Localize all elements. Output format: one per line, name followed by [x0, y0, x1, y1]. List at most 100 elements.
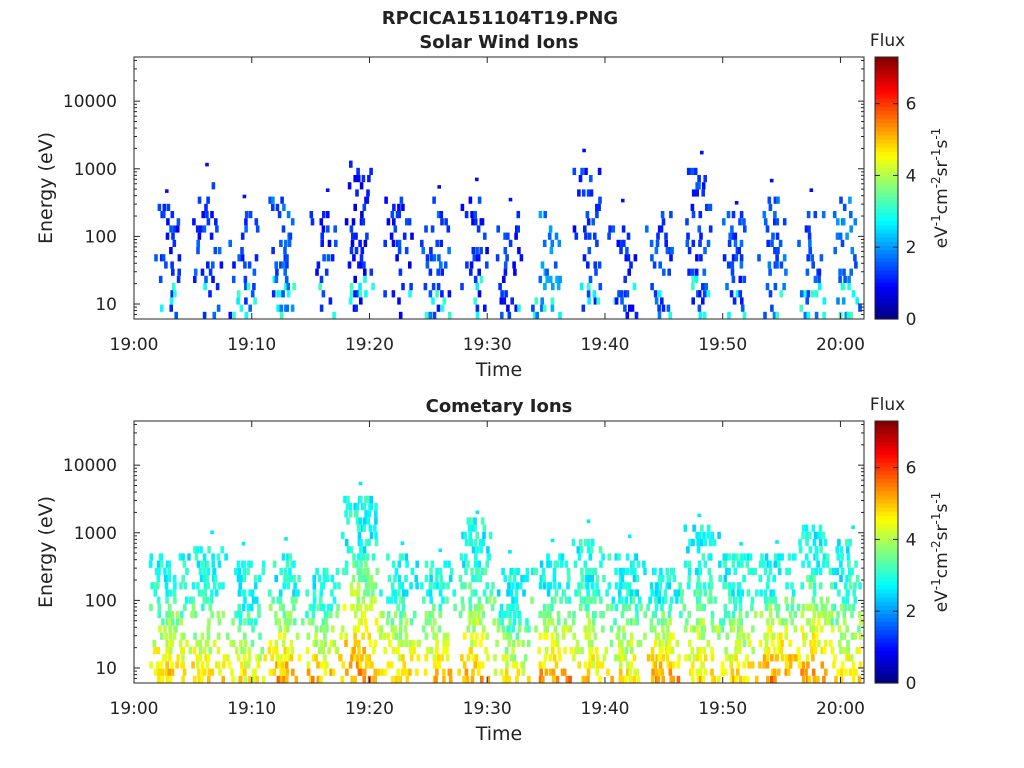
heatmap-pixel — [438, 603, 442, 611]
x-tick-label: 19:00 — [110, 335, 159, 355]
heatmap-pixel — [214, 589, 219, 597]
heatmap-pixel — [413, 611, 417, 619]
colorbar-swatch — [875, 470, 898, 475]
heatmap-pixel — [764, 603, 769, 611]
heatmap-pixel — [311, 675, 315, 683]
heatmap-pixel — [813, 275, 818, 283]
heatmap-pixel — [279, 675, 284, 683]
heatmap — [154, 148, 862, 319]
heatmap-pixel — [257, 603, 261, 611]
heatmap-pixel — [745, 675, 750, 683]
heatmap-pixel — [614, 567, 618, 575]
heatmap-pixel — [445, 632, 450, 640]
heatmap-pixel — [234, 567, 238, 575]
heatmap-pixel — [629, 596, 634, 604]
heatmap-pixel — [523, 654, 528, 662]
heatmap-pixel — [817, 268, 822, 276]
colorbar-swatch — [875, 482, 898, 488]
x-tick-label: 19:50 — [698, 699, 747, 719]
heatmap-pixel — [502, 275, 506, 283]
heatmap-pixel — [363, 275, 367, 283]
heatmap-pixel — [561, 625, 566, 633]
heatmap-pixel — [780, 553, 784, 561]
heatmap-pixel — [731, 611, 736, 619]
colorbar-title: Flux — [870, 395, 905, 415]
heatmap-pixel — [404, 668, 408, 676]
heatmap-pixel — [784, 596, 788, 604]
heatmap-pixel — [211, 261, 215, 269]
heatmap-pixel — [663, 589, 668, 597]
heatmap-pixel — [762, 654, 767, 662]
heatmap-pixel — [195, 225, 200, 233]
heatmap-pixel — [739, 618, 744, 626]
heatmap-pixel — [168, 632, 173, 640]
heatmap-pixel — [623, 654, 628, 662]
heatmap-pixel — [216, 647, 221, 655]
heatmap-pixel — [505, 254, 509, 262]
heatmap-pixel — [552, 654, 557, 662]
heatmap-pixel — [172, 575, 177, 583]
heatmap-pixel — [315, 567, 319, 575]
heatmap-pixel — [396, 668, 400, 676]
heatmap-pixel — [496, 589, 501, 597]
heatmap-pixel — [646, 654, 651, 662]
heatmap-pixel — [825, 596, 830, 604]
heatmap-pixel — [208, 268, 213, 276]
y-tick-label: 1000 — [74, 160, 117, 180]
heatmap-pixel — [645, 225, 649, 233]
heatmap-pixel — [195, 639, 199, 647]
heatmap-pixel — [503, 247, 508, 255]
heatmap-pixel — [202, 311, 207, 319]
heatmap-pixel — [837, 639, 842, 647]
heatmap-pixel — [739, 261, 744, 269]
heatmap-pixel — [286, 575, 290, 583]
heatmap-pixel — [376, 668, 381, 676]
heatmap-pixel — [611, 225, 616, 233]
heatmap-pixel — [728, 654, 733, 662]
heatmap-pixel — [763, 596, 768, 604]
heatmap-pixel — [231, 618, 235, 626]
heatmap-pixel — [690, 647, 695, 655]
heatmap-pixel — [260, 647, 264, 655]
heatmap-pixel — [495, 639, 499, 647]
heatmap-pixel — [811, 567, 815, 575]
heatmap-pixel — [784, 268, 788, 276]
heatmap-pixel — [830, 582, 834, 590]
heatmap-pixel — [682, 603, 687, 611]
heatmap-pixel — [538, 675, 543, 683]
heatmap-pixel — [757, 254, 761, 262]
heatmap-pixel — [804, 632, 808, 640]
heatmap-pixel — [790, 603, 795, 611]
heatmap-pixel — [747, 661, 751, 669]
heatmap-pixel — [595, 211, 599, 219]
heatmap-pixel — [356, 567, 360, 575]
heatmap-pixel — [687, 560, 692, 568]
colorbar-swatch — [875, 486, 898, 492]
heatmap-pixel — [217, 661, 221, 669]
heatmap-pixel — [383, 668, 388, 676]
colorbar-swatch — [875, 633, 898, 639]
heatmap-pixel — [424, 632, 429, 640]
heatmap-pixel — [203, 283, 207, 291]
heatmap-pixel — [661, 675, 665, 683]
heatmap-pixel — [599, 611, 603, 619]
heatmap-pixel — [173, 225, 177, 233]
heatmap-pixel — [661, 611, 665, 619]
heatmap-pixel — [665, 567, 669, 575]
heatmap-pixel — [196, 582, 200, 590]
heatmap-pixel — [468, 582, 472, 590]
heatmap-pixel — [334, 239, 338, 247]
heatmap-pixel — [436, 211, 441, 219]
heatmap-pixel — [363, 268, 367, 276]
heatmap-pixel — [568, 675, 572, 683]
heatmap-pixel — [258, 654, 262, 662]
heatmap-pixel — [702, 603, 706, 611]
heatmap-pixel — [797, 661, 802, 669]
heatmap-pixel — [622, 675, 626, 683]
heatmap-pixel — [853, 596, 857, 604]
heatmap-pixel — [496, 225, 500, 233]
heatmap-pixel — [196, 239, 200, 247]
heatmap-pixel — [649, 618, 654, 626]
heatmap-pixel — [330, 575, 335, 583]
heatmap-pixel — [564, 596, 569, 604]
